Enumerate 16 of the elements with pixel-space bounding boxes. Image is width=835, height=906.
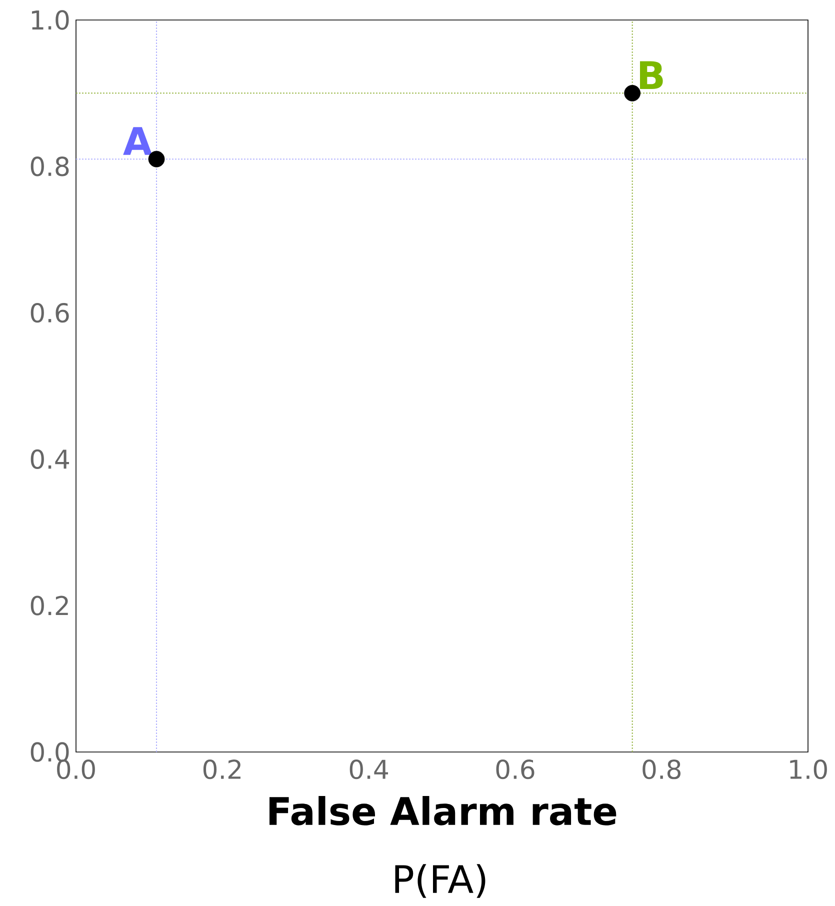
y-tick-label: 0.2 bbox=[30, 596, 68, 616]
y-tick-label: 0.0 bbox=[30, 742, 69, 762]
x-tick-label: 0.6 bbox=[496, 760, 534, 780]
x-tick-label: 0.2 bbox=[203, 760, 240, 780]
y-tick-label: 1.0 bbox=[32, 10, 69, 30]
y-tick-label: 0.8 bbox=[30, 156, 69, 176]
text: P(FA) bbox=[395, 864, 486, 898]
x-tick-label: 0.8 bbox=[642, 760, 680, 780]
y-tick-label: 0.6 bbox=[30, 302, 69, 323]
y-tick-label: 0.4 bbox=[30, 449, 70, 470]
annotation: B bbox=[640, 61, 663, 89]
x-axis-title: False Alarm rate bbox=[269, 796, 616, 826]
x-tick-label: 0.4 bbox=[350, 760, 388, 780]
x-tick-label: 1.0 bbox=[790, 760, 827, 780]
annotation: A bbox=[123, 127, 152, 155]
x-tick-label: 0.0 bbox=[57, 760, 95, 780]
